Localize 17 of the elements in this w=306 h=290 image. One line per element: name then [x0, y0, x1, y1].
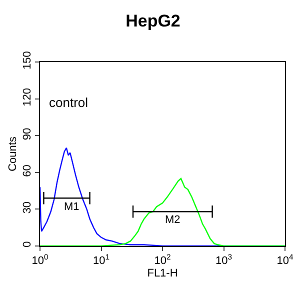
annotation: M1: [64, 201, 80, 213]
x-tick-label: 10$^{4}$: [276, 252, 294, 268]
annotation: control: [49, 95, 88, 110]
annotation: M2: [165, 214, 180, 226]
x-tick-label: 10$^{1}$: [92, 252, 110, 268]
y-tick-label: 30: [22, 201, 34, 214]
x-tick-label: 10$^{0}$: [32, 252, 48, 268]
chart-title: HepG2: [126, 11, 180, 30]
y-tick-label: 60: [22, 164, 34, 177]
y-tick-label: 120: [22, 88, 34, 106]
y-tick-label: 0: [22, 241, 34, 248]
y-tick-label: 150: [22, 51, 34, 70]
x-tick-label: 10$^{3}$: [215, 252, 232, 268]
x-tick-label: 10$^{2}$: [154, 252, 171, 268]
y-axis-title: Counts: [7, 136, 20, 172]
x-axis-title: FL1-H: [147, 267, 178, 280]
y-tick-label: 90: [22, 128, 34, 140]
